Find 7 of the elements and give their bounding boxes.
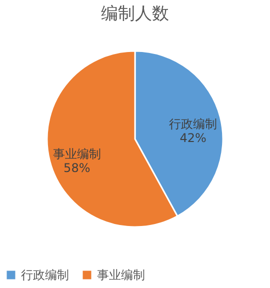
chart-title: 编制人数 — [101, 4, 169, 24]
slice-label: 行政编制 — [169, 117, 218, 132]
data-label: 58% — [64, 160, 90, 175]
legend-label: 行政编制 — [21, 268, 69, 282]
data-label: 42% — [180, 131, 206, 146]
legend-label: 事业编制 — [97, 268, 145, 282]
slice-label: 事业编制 — [52, 146, 101, 161]
